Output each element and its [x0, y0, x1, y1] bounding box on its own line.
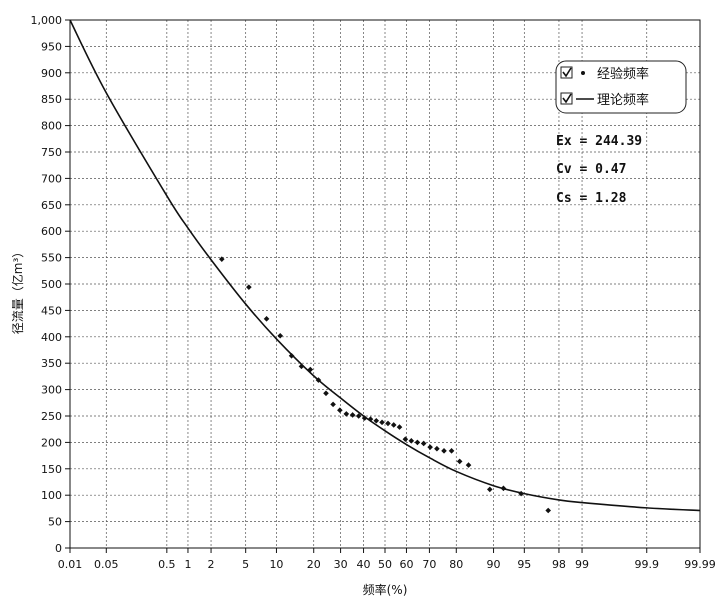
y-tick-label: 150	[41, 463, 62, 476]
stat-cs: Cs = 1.28	[556, 191, 627, 206]
y-axis-ticks: 0 50 100 150 200 250 300 350 400 450 500 550 600 650 7…	[31, 14, 70, 555]
x-tick-label: 10	[269, 558, 283, 571]
check-icon	[562, 67, 572, 78]
y-tick-label: 100	[41, 489, 62, 502]
data-point	[246, 284, 252, 290]
x-tick-label: 20	[307, 558, 321, 571]
y-tick-label: 450	[41, 304, 62, 317]
legend-item-theory[interactable]: 理论频率	[560, 92, 649, 108]
data-point	[361, 415, 368, 421]
empirical-points	[218, 256, 552, 514]
y-tick-label: 500	[41, 278, 62, 291]
diamond-marker-icon	[581, 71, 585, 75]
x-tick-label: 90	[487, 558, 501, 571]
y-axis-title: 径流量（亿m³）	[10, 246, 25, 335]
data-point	[288, 353, 295, 359]
check-icon	[562, 93, 572, 104]
x-tick-label: 1	[184, 558, 191, 571]
stat-cv: Cv = 0.47	[556, 162, 626, 177]
y-tick-label: 200	[41, 436, 62, 449]
data-point	[545, 507, 552, 514]
legend-checkbox-theory[interactable]	[560, 92, 573, 105]
x-tick-label: 40	[357, 558, 371, 571]
x-tick-label: 99.99	[684, 558, 716, 571]
x-tick-label: 70	[422, 558, 436, 571]
y-tick-label: 800	[41, 120, 62, 133]
data-point	[355, 413, 362, 419]
x-tick-label: 60	[399, 558, 413, 571]
data-point	[277, 332, 284, 339]
data-point	[448, 448, 455, 454]
y-tick-label: 350	[41, 357, 62, 370]
legend: 经验频率 理论频率	[555, 60, 687, 114]
x-tick-label: 2	[208, 558, 215, 571]
y-tick-label: 850	[41, 93, 62, 106]
x-tick-label: 50	[378, 558, 392, 571]
x-tick-label: 99	[575, 558, 589, 571]
y-tick-label: 50	[48, 516, 62, 529]
data-point	[379, 419, 385, 426]
x-axis-title: 频率(%)	[363, 582, 408, 597]
legend-label-theory: 理论频率	[597, 92, 649, 108]
y-tick-label: 950	[41, 40, 62, 53]
data-point	[337, 407, 343, 413]
data-point	[298, 363, 305, 370]
data-point	[385, 420, 391, 427]
x-tick-label: 30	[334, 558, 348, 571]
stat-ex: Ex = 244.39	[556, 134, 642, 149]
data-point	[373, 417, 380, 424]
y-tick-label: 650	[41, 199, 62, 212]
y-tick-label: 900	[41, 67, 62, 80]
data-point	[420, 440, 427, 447]
data-point	[408, 438, 415, 444]
data-point	[323, 390, 329, 397]
x-tick-label: 5	[242, 558, 249, 571]
x-tick-label: 80	[449, 558, 463, 571]
data-point	[307, 366, 314, 373]
data-point	[500, 485, 507, 492]
legend-label-empirical: 经验频率	[597, 66, 649, 82]
x-tick-label: 0.05	[94, 558, 119, 571]
legend-box	[555, 60, 687, 114]
data-point	[390, 422, 397, 428]
legend-checkbox-empirical[interactable]	[560, 66, 573, 79]
data-point	[402, 436, 409, 443]
data-point	[414, 439, 421, 446]
y-tick-label: 550	[41, 252, 62, 265]
data-point	[456, 458, 463, 465]
y-tick-label: 1,000	[31, 14, 63, 27]
y-tick-label: 700	[41, 172, 62, 185]
x-tick-label: 98	[552, 558, 566, 571]
y-tick-label: 300	[41, 384, 62, 397]
data-point	[367, 416, 374, 422]
x-tick-label: 0.5	[158, 558, 176, 571]
y-tick-label: 400	[41, 331, 62, 344]
data-point	[218, 256, 225, 262]
legend-item-empirical[interactable]: 经验频率	[560, 66, 649, 82]
data-point	[349, 412, 356, 418]
data-point	[427, 444, 433, 450]
data-point	[465, 462, 472, 468]
x-tick-label: 99.9	[634, 558, 659, 571]
y-tick-label: 0	[55, 542, 62, 555]
x-tick-label: 0.01	[58, 558, 83, 571]
data-point	[263, 316, 270, 322]
y-tick-label: 600	[41, 225, 62, 238]
data-point	[315, 377, 322, 383]
data-point	[343, 411, 350, 417]
data-point	[486, 486, 493, 493]
y-tick-label: 250	[41, 410, 62, 423]
data-point	[330, 401, 336, 408]
x-tick-label: 95	[517, 558, 531, 571]
y-tick-label: 750	[41, 146, 62, 159]
data-point	[434, 445, 440, 452]
data-point	[396, 424, 403, 430]
data-point	[518, 490, 524, 497]
x-axis-ticks: 0.01 0.05 0.5 1 2 5 10 20 30 40 50 60 70 80 90 95 98 99 99…	[58, 548, 716, 571]
data-point	[441, 448, 447, 454]
